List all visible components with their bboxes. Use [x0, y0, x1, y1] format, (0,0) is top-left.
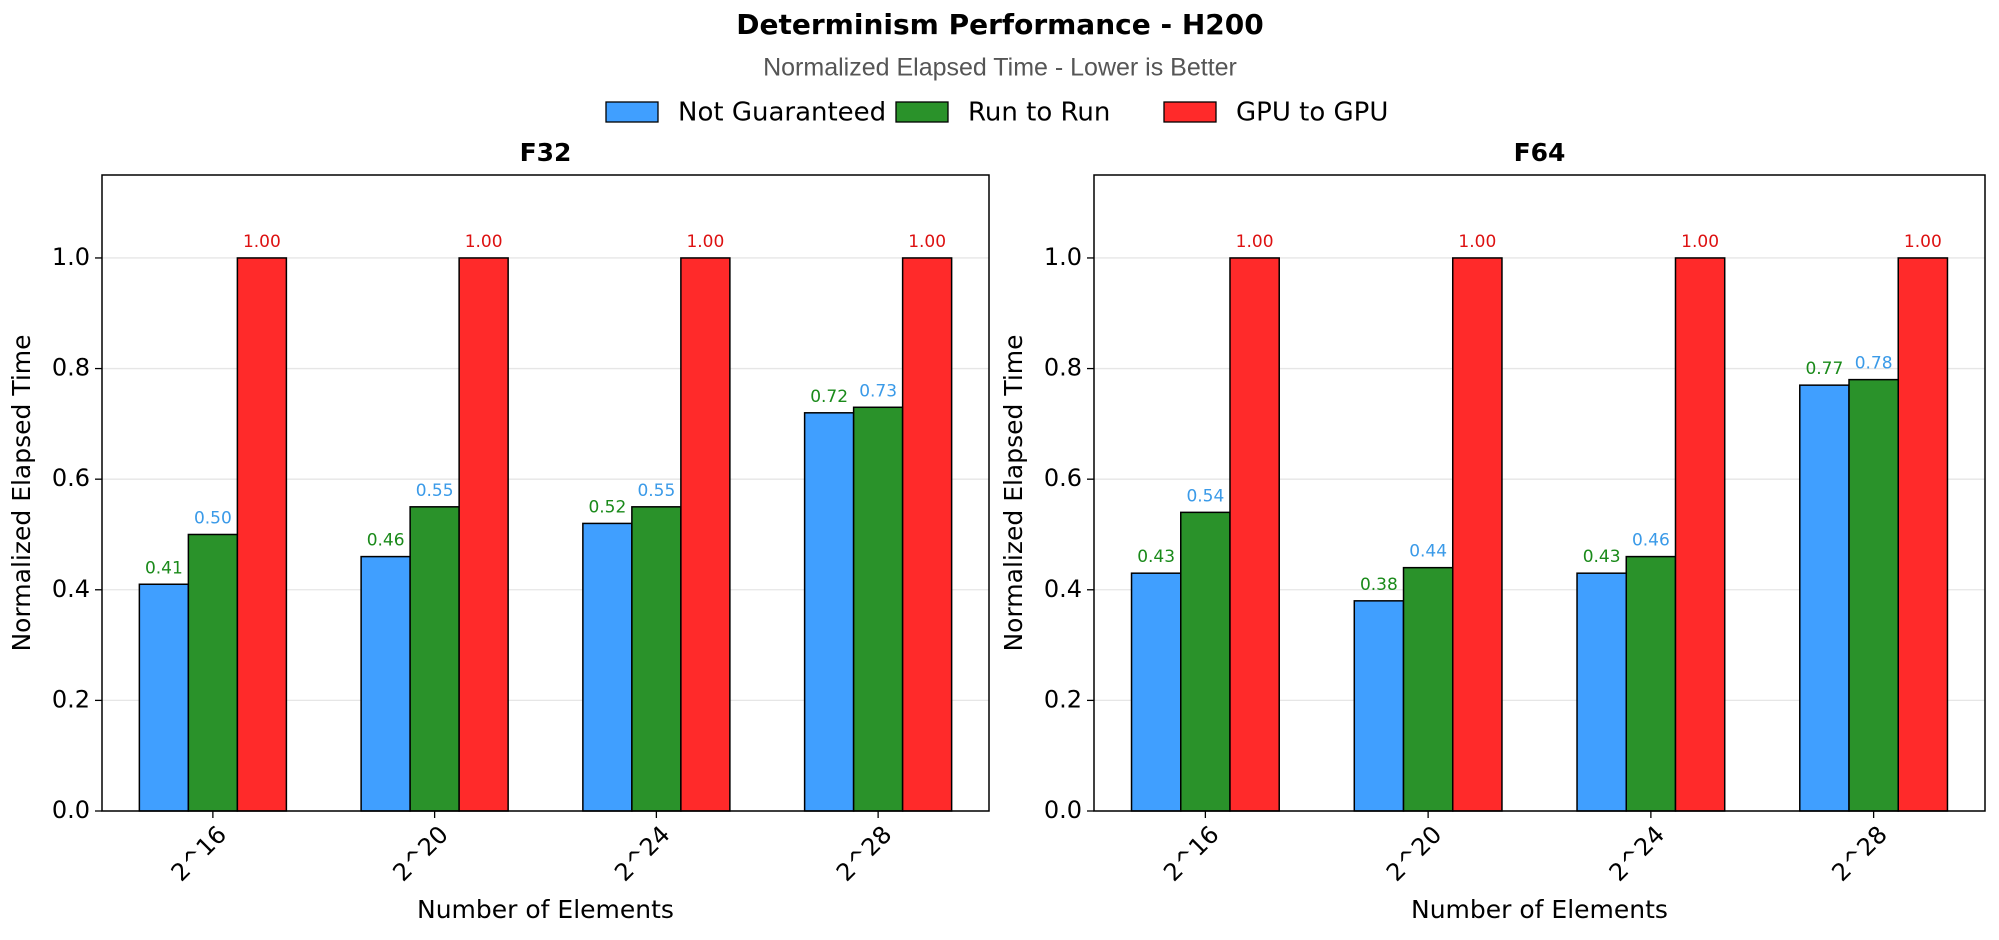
legend-label: GPU to GPU	[1236, 98, 1388, 128]
bar	[803, 412, 855, 812]
x-tick-label: 2^20	[387, 820, 453, 886]
data-label: 0.50	[194, 508, 232, 528]
data-label: 1.00	[243, 232, 281, 252]
data-label: 0.52	[588, 497, 626, 517]
x-tick-label: 2^24	[609, 820, 675, 886]
data-label: 0.46	[367, 531, 405, 551]
legend-label: Run to Run	[968, 98, 1110, 128]
bar	[680, 257, 731, 812]
y-tick-label: 0.0	[52, 796, 90, 824]
y-axis-label: Normalized Elapsed Time	[7, 334, 36, 651]
bar	[852, 406, 904, 812]
data-label: 1.00	[465, 232, 503, 252]
y-tick-label: 0.6	[52, 464, 90, 492]
bar	[1180, 511, 1231, 812]
data-label: 1.00	[1681, 232, 1719, 252]
panel-title: F64	[1514, 138, 1566, 167]
y-tick-label: 1.0	[52, 243, 90, 271]
y-tick-label: 0.8	[52, 354, 90, 382]
bar	[1451, 257, 1503, 812]
figure-title: Determinism Performance - H200	[736, 8, 1263, 41]
data-label: 0.77	[1805, 359, 1843, 379]
legend-label: Not Guaranteed	[678, 98, 886, 128]
bar	[1130, 572, 1182, 812]
bar	[1625, 555, 1677, 812]
x-tick-label: 2^16	[1158, 820, 1224, 886]
data-label: 1.00	[1458, 232, 1496, 252]
bar	[187, 533, 239, 812]
figure-subtitle: Normalized Elapsed Time - Lower is Bette…	[763, 54, 1237, 82]
data-label: 0.43	[1137, 547, 1175, 567]
bar	[1576, 572, 1628, 812]
legend-swatch	[895, 101, 949, 123]
data-label: 1.00	[1904, 232, 1942, 252]
data-label: 0.55	[637, 481, 675, 501]
bar	[582, 522, 633, 812]
bar	[1897, 257, 1949, 812]
bar	[1229, 257, 1280, 812]
data-label: 1.00	[686, 232, 724, 252]
y-tick-label: 0.2	[1044, 685, 1082, 713]
x-tick-label: 2^28	[1826, 820, 1892, 886]
y-tick-label: 0.2	[52, 685, 90, 713]
y-axis-label: Normalized Elapsed Time	[999, 334, 1028, 651]
data-label: 0.55	[416, 481, 454, 501]
bar	[901, 257, 953, 812]
data-label: 1.00	[1236, 232, 1274, 252]
data-label: 0.41	[145, 558, 183, 578]
y-tick-label: 0.8	[1044, 354, 1082, 382]
y-tick-label: 0.4	[1044, 575, 1082, 603]
data-label: 0.43	[1583, 547, 1621, 567]
bar	[236, 257, 288, 812]
data-label: 1.00	[908, 232, 946, 252]
plot-frame	[101, 174, 990, 812]
bar	[1848, 378, 1899, 812]
panel-title: F32	[520, 138, 572, 167]
bar	[1799, 384, 1850, 812]
data-label: 0.54	[1186, 486, 1224, 506]
y-tick-label: 1.0	[1044, 243, 1082, 271]
bar	[360, 555, 411, 812]
bar	[1674, 257, 1726, 812]
x-axis-label: Number of Elements	[1411, 895, 1668, 924]
data-label: 0.38	[1360, 575, 1398, 595]
bar	[1402, 566, 1454, 812]
bar	[1353, 600, 1405, 812]
plot-frame	[1093, 174, 1986, 812]
bar	[458, 257, 509, 812]
legend-swatch	[605, 101, 659, 123]
data-label: 0.72	[810, 387, 848, 407]
data-label: 0.46	[1632, 531, 1670, 551]
data-label: 0.73	[859, 381, 897, 401]
data-label: 0.78	[1855, 354, 1893, 374]
data-label: 0.44	[1409, 542, 1447, 562]
x-tick-label: 2^20	[1381, 820, 1447, 886]
bar	[631, 506, 682, 812]
y-tick-label: 0.4	[52, 575, 90, 603]
x-tick-label: 2^28	[831, 820, 897, 886]
x-tick-label: 2^16	[166, 820, 232, 886]
y-tick-label: 0.0	[1044, 796, 1082, 824]
bar	[138, 583, 190, 812]
legend-swatch	[1163, 101, 1217, 123]
x-tick-label: 2^24	[1604, 820, 1670, 886]
bar	[409, 506, 460, 812]
x-axis-label: Number of Elements	[417, 895, 674, 924]
y-tick-label: 0.6	[1044, 464, 1082, 492]
